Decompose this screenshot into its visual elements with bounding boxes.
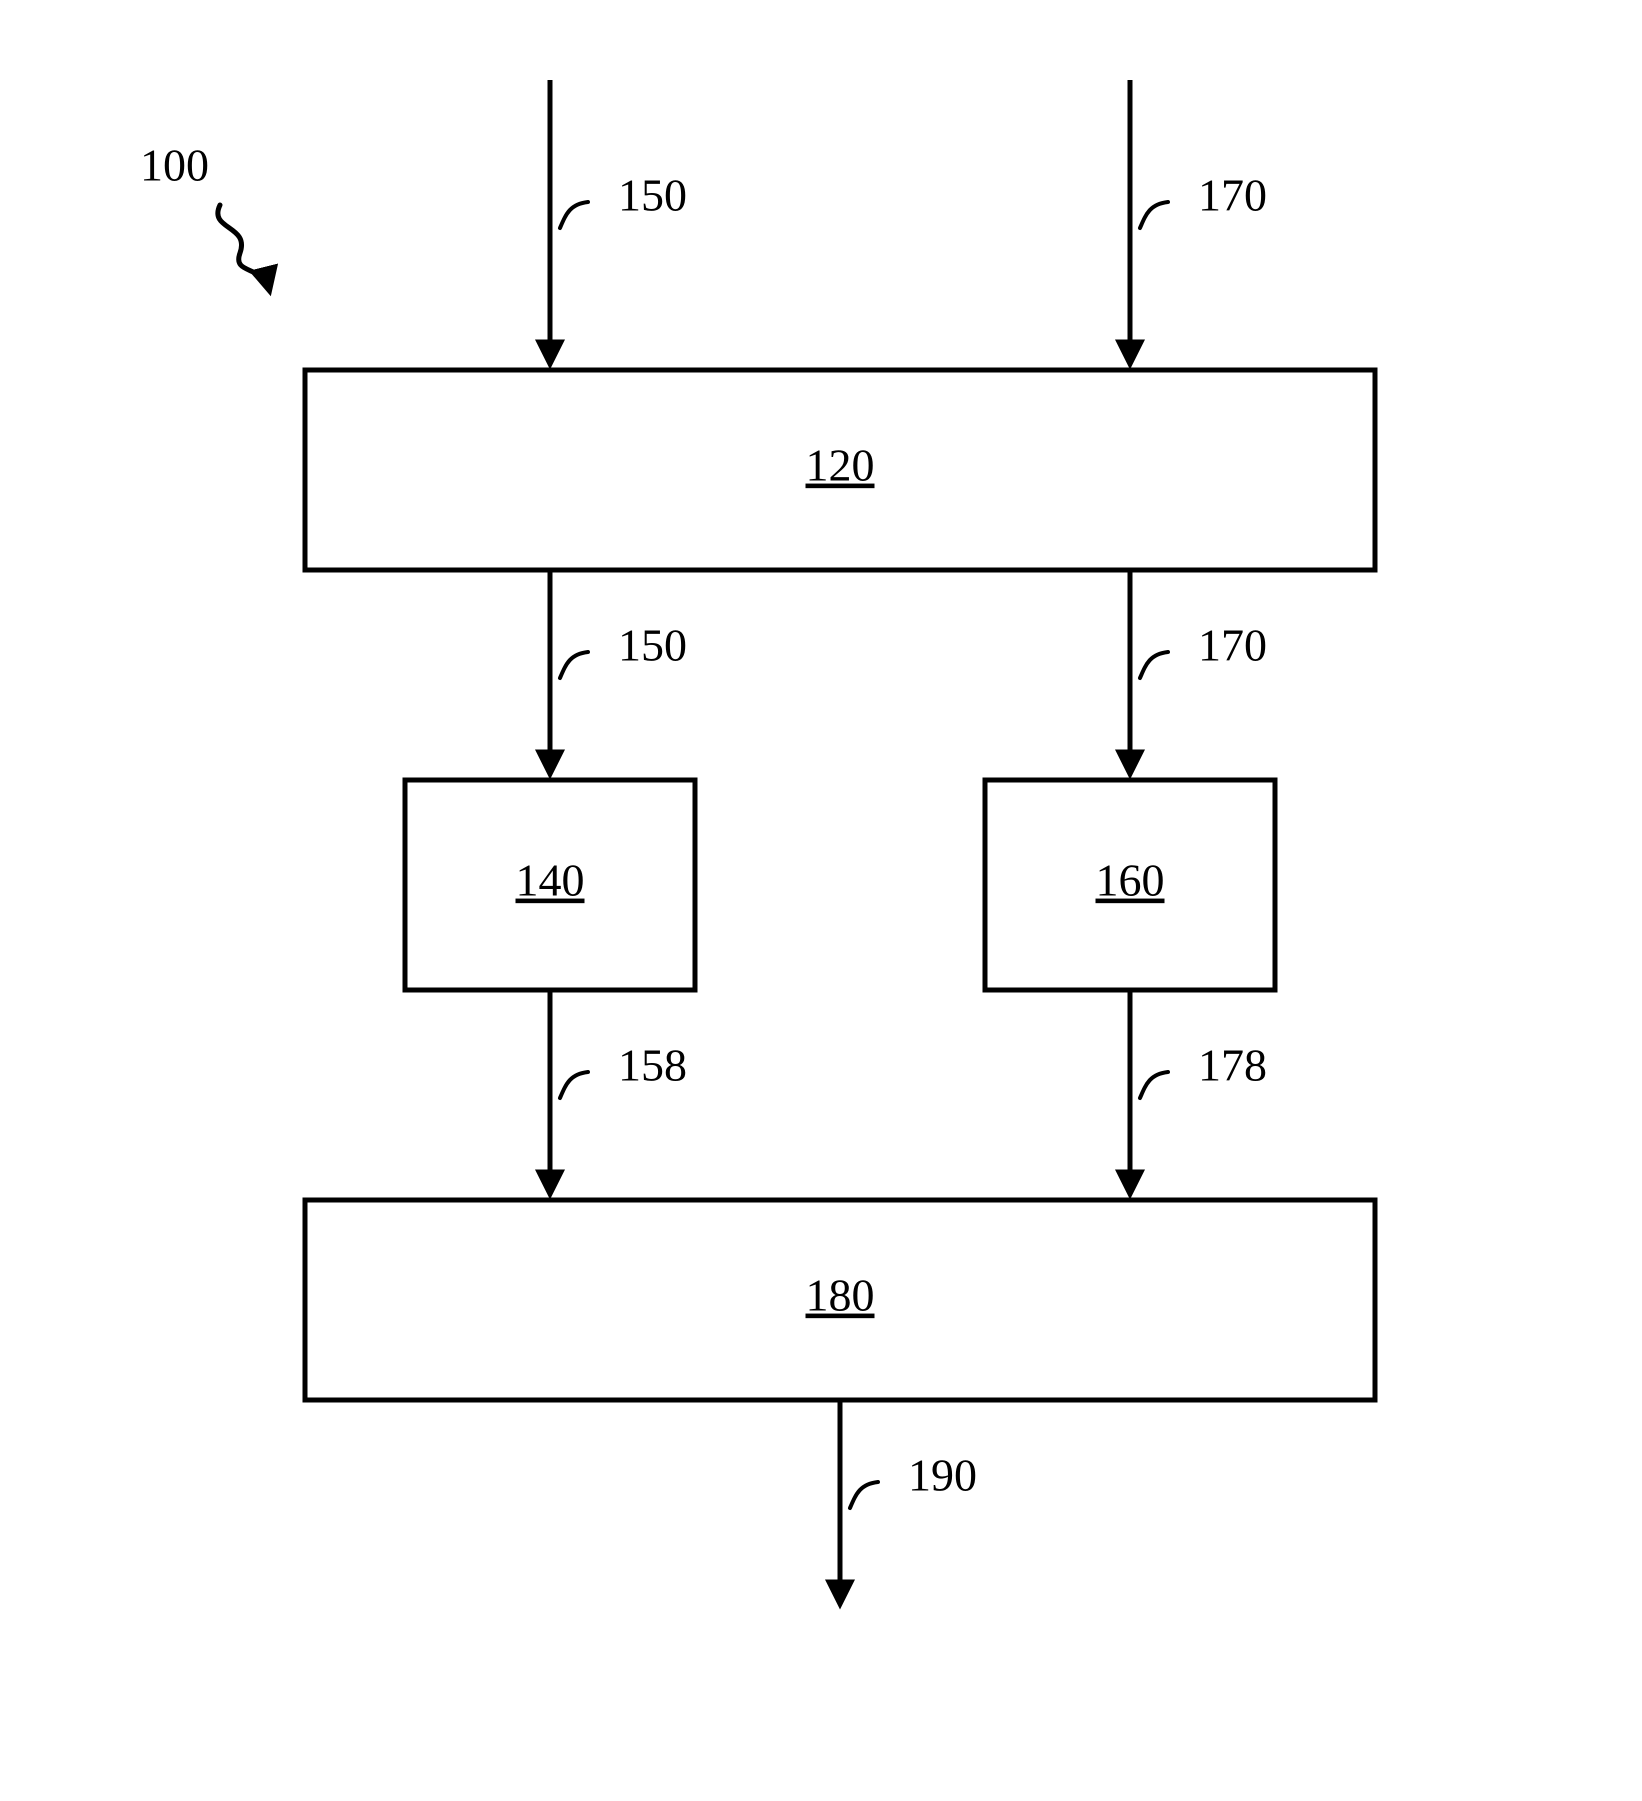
system-ref-pointer (218, 205, 269, 289)
arrow-label-178: 178 (1198, 1040, 1267, 1091)
arrow-150-0: 150 (550, 80, 687, 362)
arrow-170-3: 170 (1130, 570, 1267, 772)
block-label-160: 160 (1096, 855, 1165, 906)
arrow-label-150: 150 (618, 170, 687, 221)
block-180: 180 (305, 1200, 1375, 1400)
block-label-180: 180 (806, 1270, 875, 1321)
flowchart-diagram: 120 140 160 180 150 170 150 170 158 178 190 100 (0, 0, 1642, 1801)
arrow-158-4: 158 (550, 990, 687, 1192)
arrow-label-170: 170 (1198, 620, 1267, 671)
arrow-label-158: 158 (618, 1040, 687, 1091)
block-label-140: 140 (516, 855, 585, 906)
arrow-190-6: 190 (840, 1400, 977, 1602)
arrow-170-1: 170 (1130, 80, 1267, 362)
block-160: 160 (985, 780, 1275, 990)
arrow-label-170: 170 (1198, 170, 1267, 221)
arrow-label-190: 190 (908, 1450, 977, 1501)
arrow-150-2: 150 (550, 570, 687, 772)
block-140: 140 (405, 780, 695, 990)
arrow-label-150: 150 (618, 620, 687, 671)
block-label-120: 120 (806, 440, 875, 491)
system-ref-label: 100 (140, 140, 209, 191)
block-120: 120 (305, 370, 1375, 570)
arrow-178-5: 178 (1130, 990, 1267, 1192)
